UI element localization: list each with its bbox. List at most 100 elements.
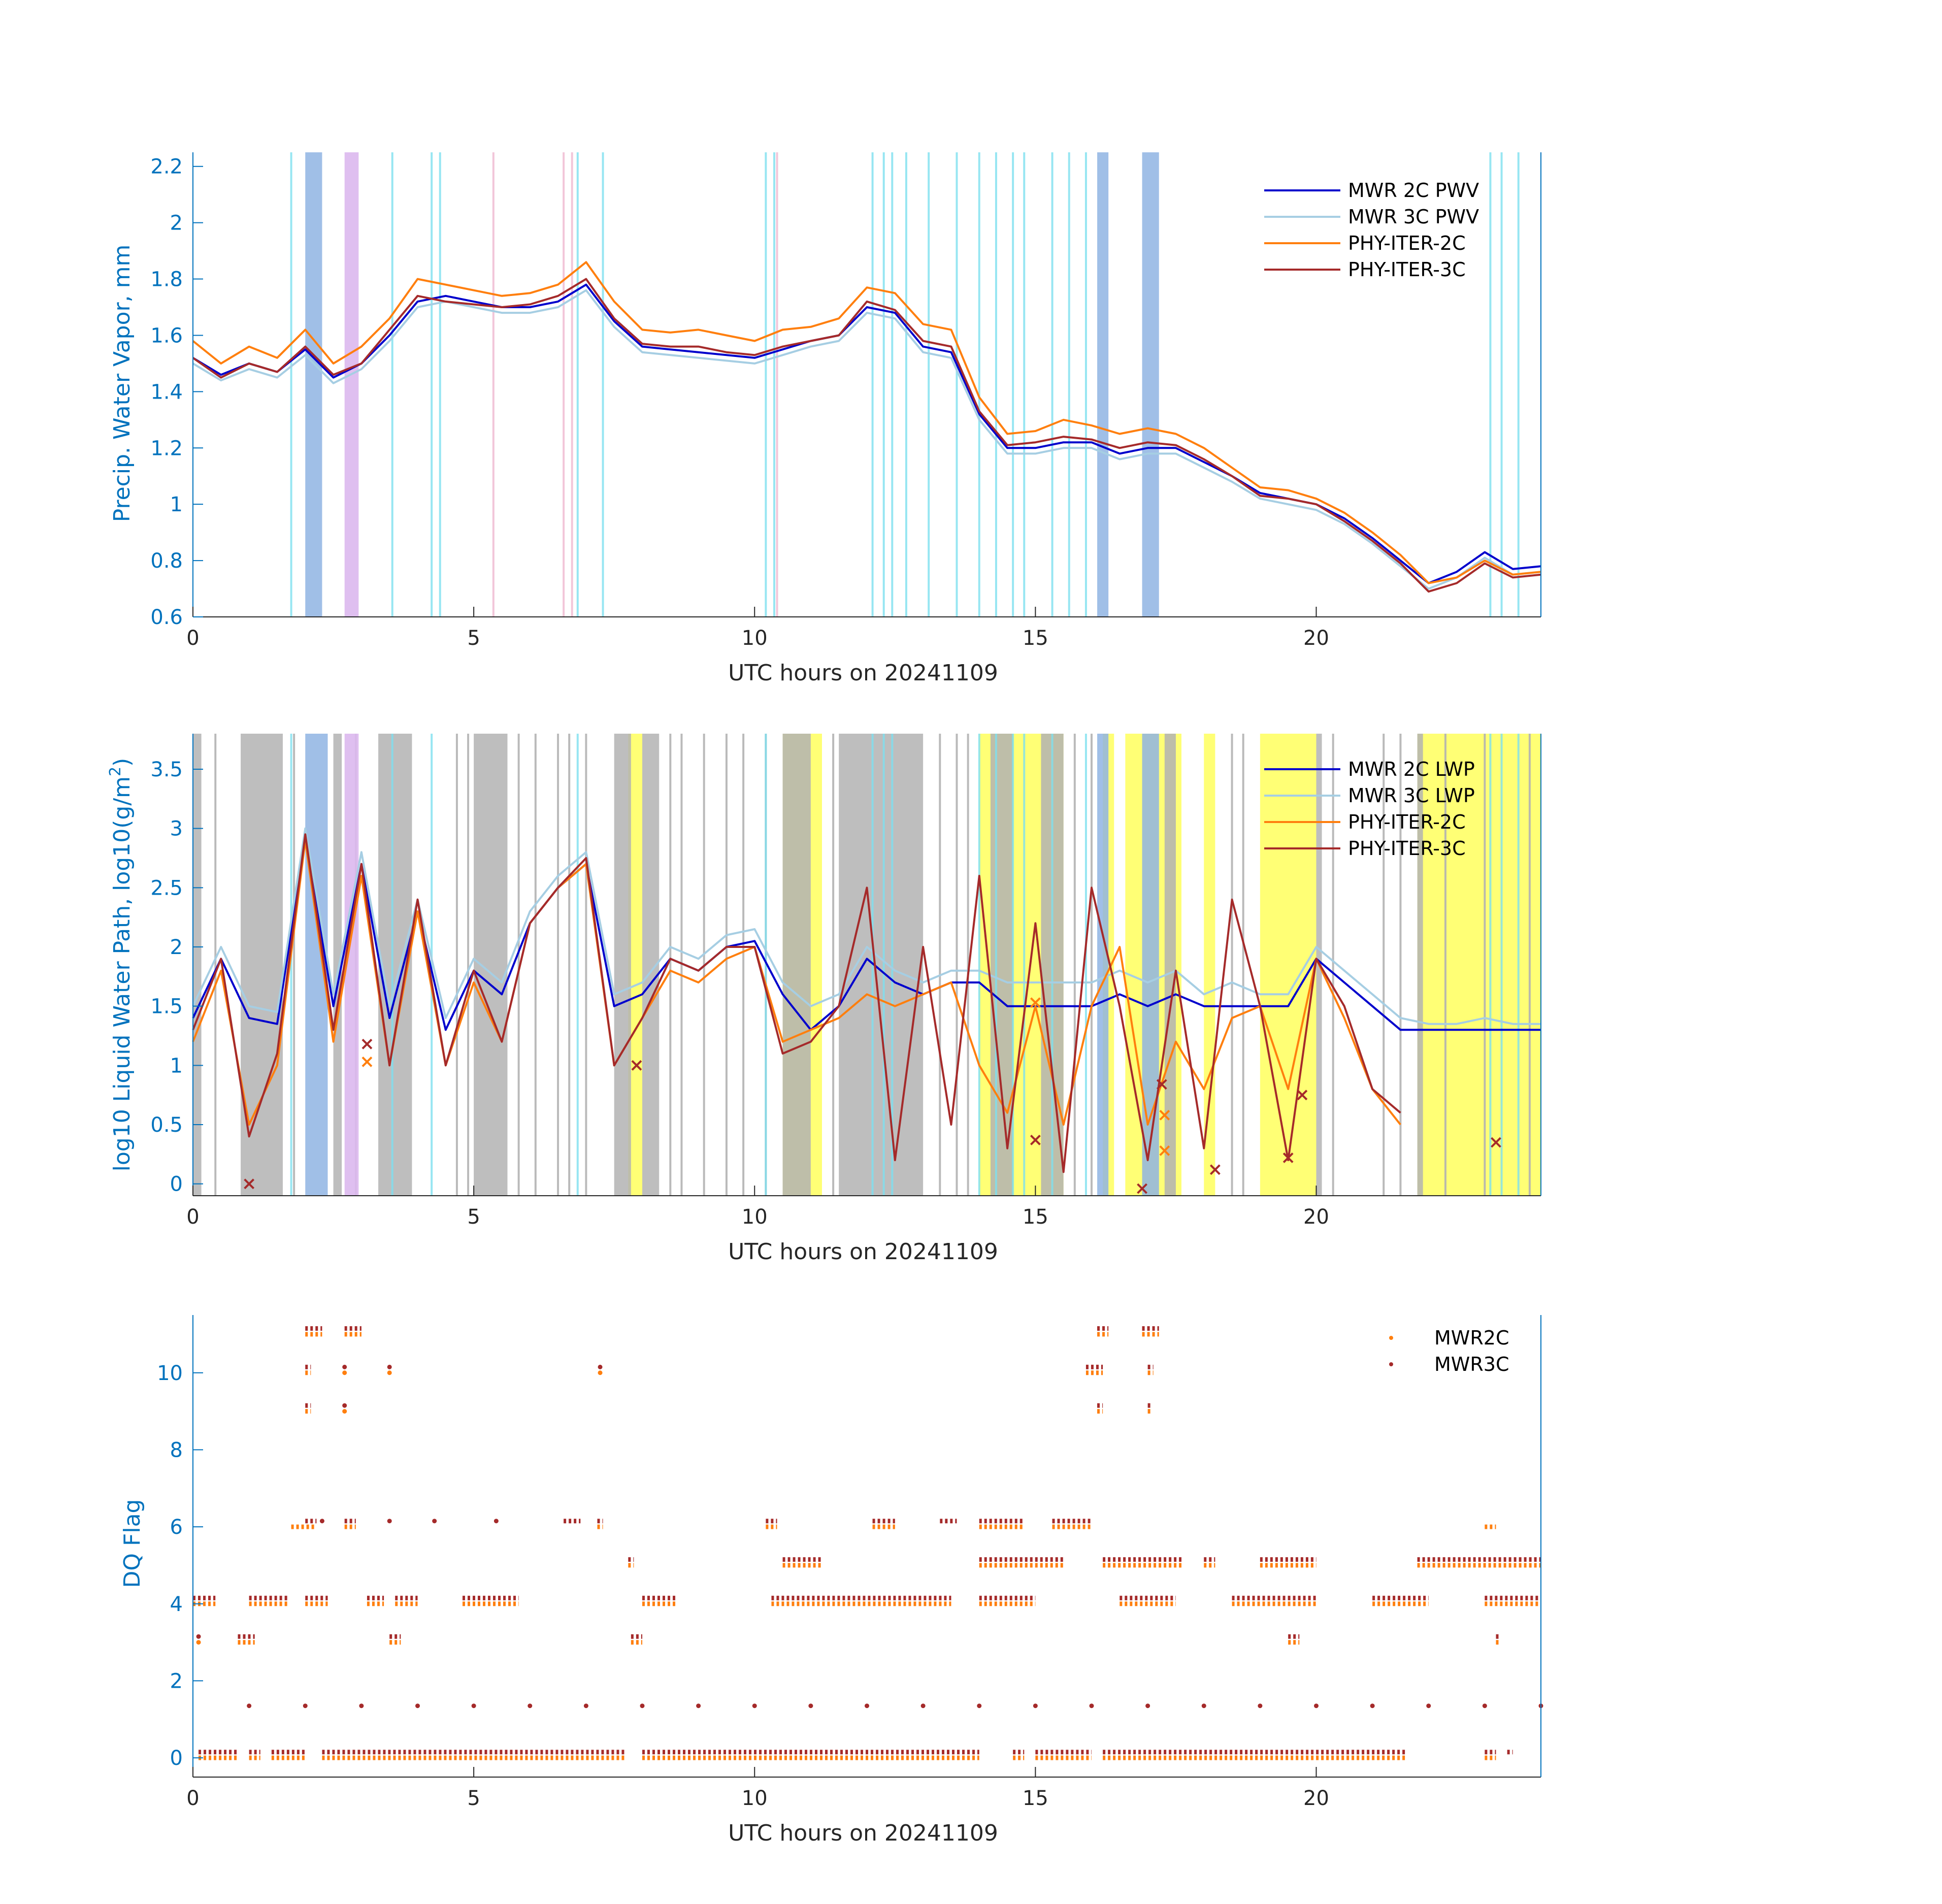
pwv-ytick-label: 1.6 [150, 324, 183, 347]
pwv-xtick-label: 15 [1023, 627, 1048, 650]
dq-ytick-label: 8 [170, 1438, 183, 1462]
lwp-legend-label: MWR 3C LWP [1348, 784, 1475, 807]
dq-point-2 [920, 1703, 926, 1709]
lwp-blue-band [1142, 734, 1159, 1196]
lwp-yellow-band [1260, 734, 1316, 1196]
dq-point-2 [1314, 1703, 1319, 1709]
pwv-legend: MWR 2C PWV MWR 3C PWV PHY-ITER-2C PHY-ITER-… [1264, 179, 1479, 281]
dq-point-2 [1145, 1703, 1150, 1709]
lwp-legend-label: PHY-ITER-3C [1348, 837, 1466, 860]
dq-point-2 [1033, 1703, 1038, 1709]
lwp-ytick-label: 2.5 [150, 876, 183, 900]
dq-ytick-label: 4 [170, 1593, 183, 1616]
lwp-ylabel-sup: 2 [107, 767, 124, 776]
pwv-ytick-label: 0.6 [150, 606, 183, 629]
dq-legend-marker [1389, 1362, 1393, 1366]
dq-legend-label: MWR3C [1434, 1353, 1509, 1375]
dq-point-2 [342, 1364, 347, 1369]
lwp-x-marker [1137, 1183, 1147, 1194]
dq-point-2 [696, 1703, 701, 1709]
pwv-series-2 [192, 289, 1541, 590]
dq-axes: 0 5 10 15 20 0 2 4 6 8 10 [157, 1315, 1541, 1810]
lwp-x-marker [1159, 1109, 1170, 1121]
pwv-series-4 [192, 278, 1541, 593]
pwv-blue-band [1142, 152, 1159, 617]
dq-point-2 [1370, 1703, 1375, 1709]
lwp-markers [244, 997, 1501, 1194]
dq-point-2 [196, 1634, 201, 1639]
pwv-series [192, 261, 1541, 593]
pwv-ytick-label: 1.4 [150, 380, 183, 404]
lwp-axes: 0 5 10 15 20 0 0.5 1 1.5 2 2.5 3 3.5 [150, 734, 1541, 1229]
lwp-gray-band [333, 734, 342, 1196]
dq-legend-marker [1389, 1336, 1393, 1340]
pwv-xtick-label: 5 [467, 627, 480, 650]
dq-point-2 [640, 1703, 645, 1709]
dq-legend-label: MWR2C [1434, 1327, 1509, 1349]
pwv-ytick-label: 0.8 [150, 549, 183, 573]
dq-point-1 [342, 1370, 347, 1375]
lwp-ytick-label: 1.5 [150, 995, 183, 1019]
dq-xtick-label: 20 [1303, 1787, 1329, 1810]
pwv-violet-band [344, 152, 359, 617]
lwp-gray-band [839, 734, 924, 1196]
lwp-xtick-label: 0 [186, 1205, 199, 1229]
pwv-axes: 0 5 10 15 20 0.6 0.8 1 1.2 1.4 1.6 1.8 2 2.2 [150, 152, 1541, 650]
dq-xtick-label: 5 [467, 1787, 480, 1810]
lwp-xtick-label: 20 [1303, 1205, 1329, 1229]
lwp-x-marker [1030, 1134, 1041, 1145]
dq-point-2 [387, 1519, 392, 1524]
dq-point-2 [977, 1703, 982, 1709]
dq-point-2 [342, 1403, 347, 1408]
lwp-gray-band [474, 734, 508, 1196]
dq-ytick-label: 0 [170, 1747, 183, 1770]
dq-point-1 [342, 1409, 347, 1414]
lwp-x-marker [1030, 997, 1041, 1008]
dq-point-2 [319, 1519, 324, 1524]
pwv-xtick-label: 20 [1303, 627, 1329, 650]
dq-point-2 [528, 1703, 533, 1709]
lwp-ylabel-main: log10 Liquid Water Path, log10(g/m [109, 776, 135, 1171]
lwp-panel: 0 5 10 15 20 0 0.5 1 1.5 2 2.5 3 3.5 UTC hours on 20… [107, 734, 1541, 1265]
lwp-gray-band [1417, 734, 1423, 1196]
dq-point-2 [598, 1364, 603, 1369]
lwp-ylabel: log10 Liquid Water Path, log10(g/m2) [107, 758, 135, 1172]
pwv-ytick-label: 2 [170, 212, 183, 235]
lwp-ytick-label: 0.5 [150, 1113, 183, 1137]
dq-point-1 [196, 1640, 201, 1645]
dq-point-2 [1426, 1703, 1431, 1709]
pwv-shading [290, 152, 1520, 617]
pwv-ytick-label: 1.8 [150, 268, 183, 291]
lwp-gray-band [1164, 734, 1176, 1196]
pwv-xtick-label: 0 [186, 627, 199, 650]
dq-legend: MWR2C MWR3C [1389, 1327, 1509, 1375]
dq-point-1 [598, 1370, 603, 1375]
lwp-legend-label: MWR 2C LWP [1348, 758, 1475, 780]
lwp-x-marker [1297, 1090, 1308, 1101]
lwp-ytick-label: 0 [170, 1173, 183, 1196]
pwv-legend-label: MWR 2C PWV [1348, 179, 1479, 202]
pwv-xtick-label: 10 [742, 627, 768, 650]
dq-point-2 [808, 1703, 813, 1709]
lwp-x-marker [631, 1060, 642, 1071]
pwv-series-3 [192, 261, 1541, 584]
pwv-ytick-label: 1.2 [150, 437, 183, 460]
pwv-legend-label: PHY-ITER-2C [1348, 232, 1466, 254]
lwp-xtick-label: 10 [742, 1205, 768, 1229]
dq-ytick-label: 10 [157, 1362, 183, 1385]
dq-point-2 [493, 1519, 499, 1524]
lwp-x-marker [1156, 1079, 1167, 1090]
dq-xtick-label: 10 [742, 1787, 768, 1810]
lwp-gray-band [193, 734, 202, 1196]
lwp-x-marker [1209, 1164, 1221, 1175]
dq-point-2 [387, 1364, 392, 1369]
lwp-gray-band [782, 734, 811, 1196]
dq-points [193, 1326, 1543, 1760]
dq-xtick-label: 0 [186, 1787, 199, 1810]
lwp-xlabel: UTC hours on 20241109 [728, 1239, 998, 1265]
pwv-legend-label: MWR 3C PWV [1348, 206, 1479, 228]
dq-point-2 [1089, 1703, 1094, 1709]
dq-xlabel: UTC hours on 20241109 [728, 1820, 998, 1846]
pwv-ytick-label: 2.2 [150, 155, 183, 179]
